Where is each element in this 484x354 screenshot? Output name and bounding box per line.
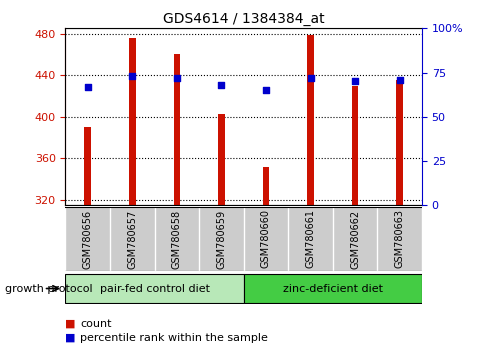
Point (261, 87, 269, 93)
Point (350, 79, 358, 84)
Bar (351, 86, 358, 205)
Text: GSM780659: GSM780659 (216, 209, 226, 269)
Bar (243, 274, 421, 303)
Point (84, 84, 91, 90)
Text: ■: ■ (65, 319, 76, 329)
Text: zinc-deficient diet: zinc-deficient diet (282, 284, 382, 293)
Bar (129, 38, 136, 205)
Bar (395, 80, 402, 205)
Text: count: count (80, 319, 111, 329)
Bar (262, 167, 269, 205)
Bar (218, 114, 224, 205)
Text: GSM780663: GSM780663 (394, 210, 404, 268)
Text: GSM780656: GSM780656 (83, 209, 92, 269)
Bar (84, 127, 91, 205)
Text: GSM780660: GSM780660 (260, 210, 271, 268)
Text: GSM780661: GSM780661 (305, 210, 315, 268)
Point (128, 73, 136, 79)
Text: percentile rank within the sample: percentile rank within the sample (80, 333, 267, 343)
Text: pair-fed control diet: pair-fed control diet (99, 284, 209, 293)
Point (173, 75, 181, 81)
Title: GDS4614 / 1384384_at: GDS4614 / 1384384_at (163, 12, 324, 26)
Text: GSM780662: GSM780662 (349, 209, 359, 269)
Text: GSM780658: GSM780658 (171, 209, 182, 269)
Bar (65, 274, 243, 303)
Text: ■: ■ (65, 333, 76, 343)
Text: GSM780657: GSM780657 (127, 209, 137, 269)
Point (217, 82, 225, 88)
Text: growth protocol: growth protocol (5, 284, 92, 293)
Point (306, 75, 314, 81)
Bar (306, 35, 313, 205)
Bar (173, 55, 180, 205)
Point (395, 77, 403, 82)
